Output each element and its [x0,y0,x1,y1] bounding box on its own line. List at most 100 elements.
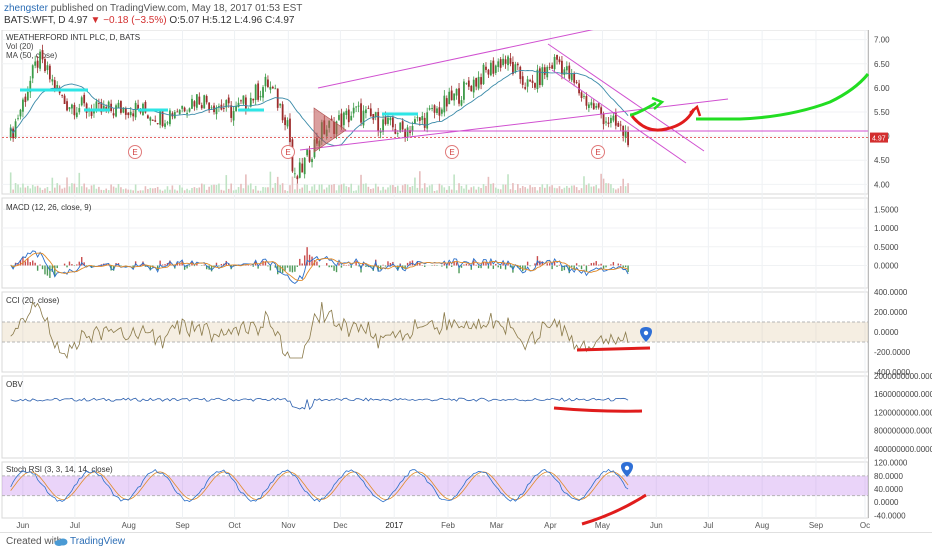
volume-bar [343,184,345,193]
macd-hist-bar [260,265,261,266]
volume-bar [346,186,348,193]
volume-bar [132,190,134,193]
candle-body [485,67,487,70]
price-y-tick-label: 4.50 [874,156,890,165]
candle-body [299,162,301,177]
candle-body [605,121,607,122]
macd-hist-bar [32,261,33,266]
volume-bar [39,188,41,193]
volume-bar [581,188,583,193]
candle-body [451,91,453,101]
volume-bar [282,183,284,193]
candle-body [115,105,117,116]
author-link[interactable]: zhengster [4,3,48,14]
candle-body [306,149,308,155]
macd-hist-bar [289,266,290,272]
volume-bar [468,190,470,193]
candle-body [96,101,98,109]
volume-bar [150,188,152,193]
volume-bar [20,187,22,193]
candle-body [519,67,521,79]
macd-hist-bar [576,263,577,265]
volume-bar [564,188,566,193]
candle-body [164,123,166,127]
volume-bar [610,184,612,193]
volume-bar [583,176,585,193]
candle-body [492,61,494,74]
tradingview-link[interactable]: TradingView [70,536,125,547]
macd-hist-bar [588,265,589,266]
volume-bar [622,179,624,193]
x-tick-label: Jul [70,521,80,530]
volume-bar [338,185,340,193]
candle-body [480,77,482,84]
volume-bar [120,187,122,193]
volume-bar [15,183,17,193]
volume-bar [448,186,450,193]
candle-body [549,67,551,68]
volume-bar [331,185,333,193]
volume-bar [265,187,267,193]
x-tick-label: Oc [860,521,870,530]
candle-body [108,102,110,109]
volume-bar [306,185,308,193]
x-tick-label: Mar [490,521,504,530]
volume-bar [502,184,504,193]
volume-bar [537,190,539,193]
candle-body [402,121,404,129]
volume-bar [201,184,203,193]
candle-body [169,110,171,124]
candle-body [127,113,129,115]
candle-body [377,112,379,131]
volume-bar [27,186,29,193]
macd-hist-bar [76,264,77,265]
volume-bar [556,188,558,193]
candle-body [534,83,536,88]
candle-body [431,108,433,109]
volume-bar [78,173,80,193]
candle-body [392,118,394,128]
volume-bar [218,184,220,193]
ma-indicator-label: MA (50, close) [6,51,57,60]
volume-bar [135,185,137,193]
candle-body [510,58,512,64]
candle-body [372,114,374,120]
macd-hist-bar [49,266,50,278]
volume-bar [145,186,147,193]
stoch-y-tick-label: 40.0000 [874,485,903,494]
volume-bar [515,190,517,193]
macd-hist-bar [37,266,38,271]
volume-bar [316,190,318,193]
candle-body [147,115,149,118]
macd-hist-bar [64,264,65,266]
candle-body [441,109,443,113]
x-tick-label: Nov [281,521,295,530]
macd-hist-bar [583,265,584,266]
macd-hist-bar [302,263,303,265]
price-pane-title: WEATHERFORD INTL PLC, D, BATS [6,33,140,42]
chart-header: zhengster published on TradingView.com, … [0,0,932,30]
volume-bar [453,174,455,193]
candle-body [522,76,524,85]
macd-hist-bar [267,266,268,267]
volume-bar [292,177,294,193]
candle-body [296,176,298,179]
volume-bar [93,185,95,193]
macd-hist-bar [618,264,619,266]
macd-hist-bar [204,265,205,266]
map-pin-hole [644,331,648,335]
volume-bar [544,188,546,193]
volume-bar [571,186,573,193]
candle-body [414,119,416,124]
macd-hist-bar [620,264,621,265]
candle-body [532,81,534,83]
volume-bar [365,183,367,193]
candle-body [198,97,200,105]
macd-hist-bar [30,262,31,265]
volume-bar [608,183,610,193]
volume-bar [248,185,250,193]
volume-bar [189,190,191,193]
volume-bar [32,185,34,193]
volume-bar [250,183,252,193]
